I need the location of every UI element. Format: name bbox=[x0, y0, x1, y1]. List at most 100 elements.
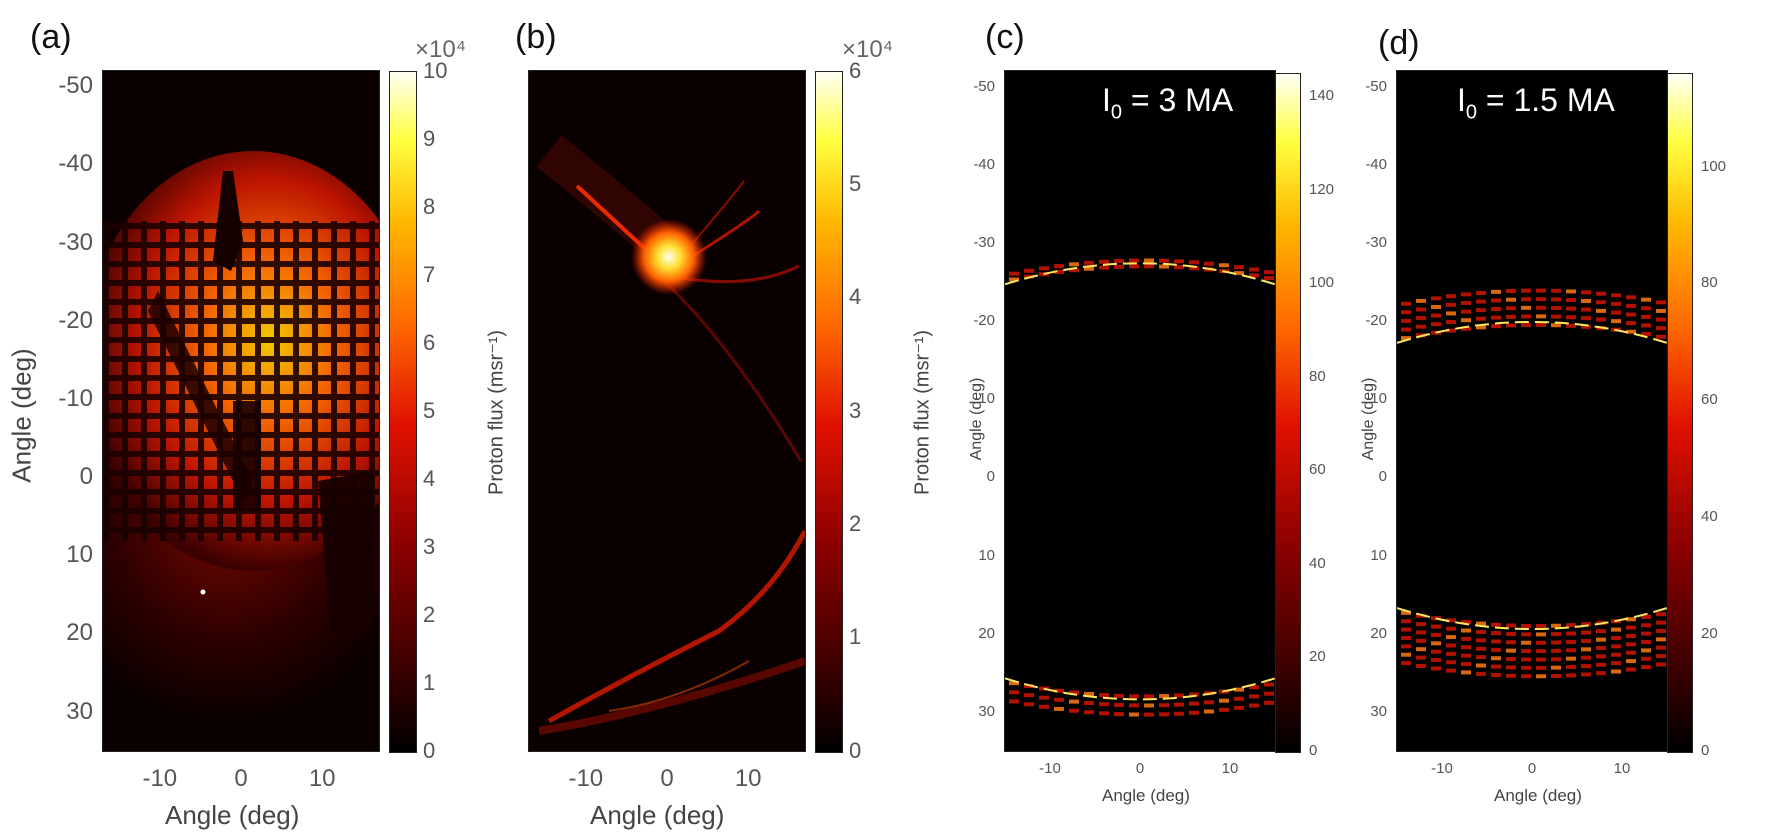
panel-b-hot-spot bbox=[631, 219, 707, 295]
panel-d-band-cell bbox=[1461, 309, 1471, 314]
panel-d-band-cell bbox=[1551, 306, 1561, 311]
panel-b-xlabel: Angle (deg) bbox=[590, 800, 725, 830]
panel-a-ytick: -50 bbox=[58, 72, 93, 100]
panel-c-band-cell bbox=[1069, 262, 1079, 267]
panel-d-band-cell bbox=[1476, 299, 1486, 304]
panel-c-band-cell bbox=[1264, 276, 1274, 281]
panel-d-band-cell bbox=[1611, 635, 1621, 640]
panel-d-band-cell bbox=[1536, 322, 1546, 327]
panel-d-band-cell bbox=[1521, 297, 1531, 302]
panel-c-band-cell bbox=[1129, 258, 1139, 263]
panel-d-band-cell bbox=[1611, 669, 1621, 674]
panel-c-band-cell bbox=[1264, 691, 1274, 696]
panel-d-colorbar-tick: 40 bbox=[1701, 508, 1718, 526]
panel-d-band-cell bbox=[1401, 610, 1411, 615]
panel-d-band-cell bbox=[1506, 623, 1516, 628]
panel-d-ytick: 30 bbox=[1370, 702, 1387, 720]
panel-c-xlabel: Angle (deg) bbox=[1102, 786, 1190, 805]
panel-d-band-cell bbox=[1431, 296, 1441, 301]
panel-c-band-cell bbox=[1219, 707, 1229, 712]
panel-a-ytick: -30 bbox=[58, 228, 93, 256]
panel-c-band-cell bbox=[1234, 687, 1244, 692]
panel-d-band-cell bbox=[1551, 648, 1561, 653]
panel-d-band-cell bbox=[1521, 665, 1531, 670]
panel-c-band-cell bbox=[1009, 277, 1019, 282]
panel-a-colorbar-tick: 1 bbox=[423, 669, 436, 695]
panel-d-band-cell bbox=[1641, 656, 1651, 661]
panel-d-band-cell bbox=[1431, 313, 1441, 318]
panel-d-band-cell bbox=[1521, 657, 1531, 662]
panel-c-ytick: -30 bbox=[973, 233, 995, 251]
panel-c-band-cell bbox=[1069, 708, 1079, 713]
panel-c-band-cell bbox=[1189, 266, 1199, 271]
panel-d-band-cell bbox=[1461, 645, 1471, 650]
panel-c-colorbar-tick: 20 bbox=[1309, 648, 1326, 666]
panel-c-band-cell bbox=[1084, 691, 1094, 696]
panel-d-band-cell bbox=[1611, 310, 1621, 315]
panel-d-band-cell bbox=[1401, 627, 1411, 632]
panel-c-colorbar-tick: 140 bbox=[1309, 87, 1335, 105]
panel-d-band-cell bbox=[1476, 638, 1486, 643]
panel-c-ytick: 30 bbox=[978, 702, 995, 720]
panel-a-xtick: 10 bbox=[308, 765, 336, 793]
panel-d-band-cell bbox=[1656, 334, 1666, 339]
panel-c-band-cell bbox=[1114, 258, 1124, 263]
panel-d-band-cell bbox=[1401, 635, 1411, 640]
panel-d-band-cell bbox=[1596, 646, 1606, 651]
panel-d-band-cell bbox=[1446, 668, 1456, 673]
panel-d-band-cell bbox=[1626, 625, 1636, 630]
panel-d-letter: (d) bbox=[1378, 24, 1420, 62]
panel-b-xtick: 10 bbox=[734, 765, 762, 793]
panel-c-band-cell bbox=[1189, 701, 1199, 706]
panel-d-band-cell bbox=[1401, 619, 1411, 624]
panel-d-ytick: -20 bbox=[1365, 312, 1387, 330]
panel-c-band-cell bbox=[1234, 705, 1244, 710]
panel-d-band-cell bbox=[1551, 640, 1561, 645]
panel-d-band-cell bbox=[1626, 295, 1636, 300]
panel-d-band-cell bbox=[1596, 317, 1606, 322]
panel-d-band-cell bbox=[1581, 298, 1591, 303]
panel-c-ytick: -50 bbox=[973, 77, 995, 95]
panel-a-ytick: 20 bbox=[66, 619, 93, 647]
panel-d-band-cell bbox=[1446, 320, 1456, 325]
panel-d-band-cell bbox=[1656, 654, 1666, 659]
panel-d-colorbar-tick: 100 bbox=[1701, 157, 1727, 175]
panel-a-image bbox=[103, 71, 379, 751]
panel-c-heatmap bbox=[1005, 71, 1275, 751]
panel-c-band-cell bbox=[1144, 703, 1154, 708]
panel-c-colorbar-tick: 100 bbox=[1309, 274, 1335, 292]
panel-c-band-cell bbox=[1084, 701, 1094, 706]
panel-d-band-cell bbox=[1656, 308, 1666, 313]
panel-d-band-cell bbox=[1461, 653, 1471, 658]
panel-d-band-cell bbox=[1566, 639, 1576, 644]
panel-d-band-cell bbox=[1446, 626, 1456, 631]
panel-d-band-cell bbox=[1506, 289, 1516, 294]
panel-d-band-cell bbox=[1416, 655, 1426, 660]
panel-d-band-cell bbox=[1401, 336, 1411, 341]
panel-a-colorbar-tick: 3 bbox=[423, 533, 436, 559]
panel-d-band-cell bbox=[1536, 640, 1546, 645]
panel-d-band-cell bbox=[1506, 323, 1516, 328]
panel-d-band-cell bbox=[1521, 674, 1531, 679]
panel-d-band-cell bbox=[1491, 622, 1501, 627]
panel-b-colorbar-tick: 3 bbox=[849, 397, 862, 423]
panel-d-band-cell bbox=[1581, 290, 1591, 295]
panel-b-colorbar-tick: 2 bbox=[849, 511, 862, 537]
panel-d-band-cell bbox=[1491, 289, 1501, 294]
panel-c-band-cell bbox=[1189, 692, 1199, 697]
panel-d-band-cell bbox=[1446, 311, 1456, 316]
panel-b-colorbar-tick: 6 bbox=[849, 57, 862, 83]
panel-c-band-cell bbox=[1099, 693, 1109, 698]
panel-d-band-cell bbox=[1656, 662, 1666, 667]
panel-d-band-cell bbox=[1536, 288, 1546, 293]
panel-d-heatmap bbox=[1397, 71, 1667, 751]
panel-d-band-cell bbox=[1491, 639, 1501, 644]
panel-d-band-cell bbox=[1641, 631, 1651, 636]
panel-a-colorbar-tick: 5 bbox=[423, 397, 436, 423]
panel-d-band-cell bbox=[1611, 627, 1621, 632]
panel-d-band-cell bbox=[1506, 297, 1516, 302]
panel-d-image bbox=[1397, 288, 1667, 679]
panel-d-ytick: 10 bbox=[1370, 546, 1387, 564]
panel-d-band-cell bbox=[1446, 328, 1456, 333]
panel-d-band-cell bbox=[1476, 655, 1486, 660]
